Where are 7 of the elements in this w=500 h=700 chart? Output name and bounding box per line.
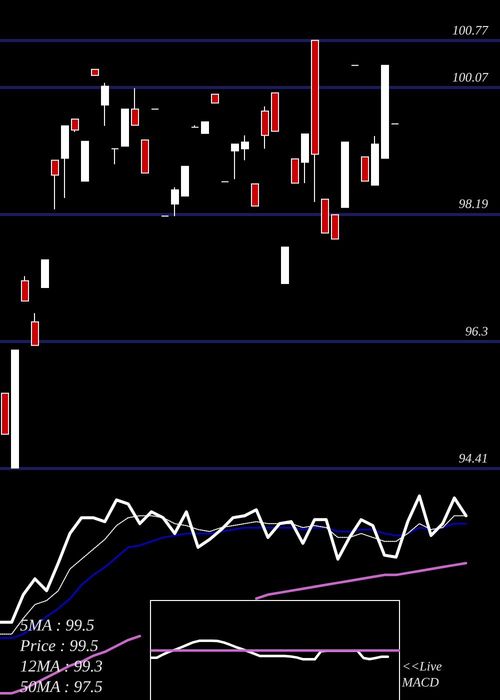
y-tick-label: 100.77 (452, 22, 488, 38)
y-tick-label: 94.41 (458, 450, 488, 466)
annotation: Price : 99.5 (19, 636, 98, 655)
y-tick-label: 98.19 (458, 196, 488, 212)
y-tick-label: 100.07 (452, 70, 488, 85)
annotation: <<Live MACD (401, 658, 442, 690)
y-tick-label: 96.3 (465, 323, 488, 338)
